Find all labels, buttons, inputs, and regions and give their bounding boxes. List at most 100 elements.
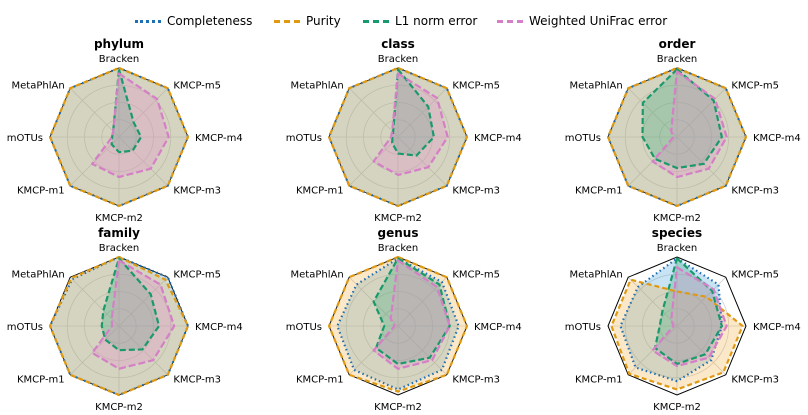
axis-label-kmcp-m3: KMCP-m3 — [731, 185, 779, 196]
radar-series-l1-norm-error — [391, 68, 435, 157]
radar-area-l1-norm-error — [373, 258, 450, 364]
axis-label-kmcp-m2: KMCP-m2 — [653, 213, 701, 224]
axis-label-kmcp-m5: KMCP-m5 — [173, 270, 221, 281]
chart-title: species — [652, 226, 702, 240]
axis-label-motus: mOTUs — [286, 133, 322, 144]
radar-series-weighted-unifrac-error — [651, 70, 728, 179]
radar-chart-family: Bracken KMCP-m5 KMCP-m4 KMCP-m3 KMCP-m2 KMCP-… — [7, 226, 243, 413]
radar-area-weighted-unifrac-error — [652, 267, 727, 367]
radar-area-weighted-unifrac-error — [92, 260, 175, 369]
radar-series-l1-norm-error — [100, 257, 161, 352]
legend-swatch-purity — [274, 19, 300, 23]
radar-spoke — [69, 276, 120, 327]
radar-chart-phylum: Bracken KMCP-m5 KMCP-m4 KMCP-m3 KMCP-m2 KMCP-… — [7, 37, 243, 224]
radar-series-weighted-unifrac-error — [372, 72, 449, 177]
axis-label-kmcp-m2: KMCP-m2 — [374, 402, 422, 413]
radar-series-purity — [606, 66, 748, 208]
legend-label: Purity — [306, 14, 341, 28]
axis-label-metaphlan: MetaPhlAn — [291, 270, 344, 281]
legend-item-l1-norm-error: L1 norm error — [363, 12, 477, 30]
axis-label-kmcp-m3: KMCP-m3 — [731, 374, 779, 385]
radar-series-l1-norm-error — [641, 68, 723, 170]
radar-area-purity — [50, 68, 188, 206]
axis-label-kmcp-m4: KMCP-m4 — [474, 133, 522, 144]
axis-label-motus: mOTUs — [565, 133, 601, 144]
radar-spoke — [397, 136, 448, 187]
radar-series-purity — [327, 66, 469, 208]
axis-label-kmcp-m5: KMCP-m5 — [731, 270, 779, 281]
radar-area-l1-norm-error — [642, 69, 722, 169]
radar-area-weighted-unifrac-error — [652, 71, 727, 178]
axis-label-metaphlan: MetaPhlAn — [570, 270, 623, 281]
radar-spoke — [118, 87, 169, 138]
radar-area-purity — [329, 68, 467, 206]
legend-item-weighted-unifrac-error: Weighted UniFrac error — [497, 12, 667, 30]
radar-series-l1-norm-error — [110, 68, 143, 154]
axis-label-kmcp-m5: KMCP-m5 — [731, 81, 779, 92]
radar-frame — [607, 256, 747, 396]
radar-spoke — [627, 325, 678, 376]
axis-label-kmcp-m2: KMCP-m2 — [95, 402, 143, 413]
radar-spoke — [676, 87, 727, 138]
radar-spoke — [676, 325, 727, 376]
legend-label: Weighted UniFrac error — [529, 14, 668, 28]
radar-area-weighted-unifrac-error — [373, 73, 448, 175]
radar-spoke — [397, 87, 448, 138]
radar-chart-genus: Bracken KMCP-m5 KMCP-m4 KMCP-m3 KMCP-m2 KMCP-… — [286, 226, 522, 413]
radar-spoke — [627, 276, 678, 327]
radar-area-l1-norm-error — [392, 69, 434, 156]
axis-label-metaphlan: MetaPhlAn — [570, 81, 623, 92]
radar-spoke — [348, 87, 399, 138]
axis-label-kmcp-m5: KMCP-m5 — [173, 81, 221, 92]
radar-series-weighted-unifrac-error — [91, 72, 170, 179]
axis-label-kmcp-m4: KMCP-m4 — [195, 133, 243, 144]
axis-label-kmcp-m1: KMCP-m1 — [575, 374, 623, 385]
radar-series-completeness — [619, 257, 723, 383]
axis-label-metaphlan: MetaPhlAn — [291, 81, 344, 92]
radar-spoke — [69, 136, 120, 187]
chart-title: family — [98, 226, 140, 240]
chart-title: order — [659, 37, 696, 51]
radar-frame — [328, 256, 468, 396]
radar-area-weighted-unifrac-error — [373, 260, 450, 369]
axis-label-metaphlan: MetaPhlAn — [12, 81, 65, 92]
legend-swatch-weighted-unifrac-error — [497, 19, 523, 23]
axis-label-kmcp-m3: KMCP-m3 — [173, 185, 221, 196]
axis-label-kmcp-m2: KMCP-m2 — [374, 213, 422, 224]
radar-spoke — [397, 325, 448, 376]
radar-area-completeness — [329, 68, 467, 206]
axis-label-motus: mOTUs — [286, 322, 322, 333]
radar-chart-species: Bracken KMCP-m5 KMCP-m4 KMCP-m3 KMCP-m2 KMCP-… — [565, 226, 801, 413]
axis-label-kmcp-m1: KMCP-m1 — [17, 185, 65, 196]
radar-area-weighted-unifrac-error — [92, 73, 169, 178]
radar-area-purity — [611, 279, 743, 390]
radar-spoke — [627, 87, 678, 138]
axis-label-kmcp-m5: KMCP-m5 — [452, 81, 500, 92]
radar-area-l1-norm-error — [111, 69, 142, 153]
axis-label-bracken: Bracken — [99, 243, 140, 254]
radar-series-weighted-unifrac-error — [651, 266, 728, 368]
radar-area-completeness — [50, 68, 188, 206]
axis-label-kmcp-m1: KMCP-m1 — [296, 185, 344, 196]
axis-label-motus: mOTUs — [7, 133, 43, 144]
radar-spoke — [118, 136, 169, 187]
axis-label-kmcp-m1: KMCP-m1 — [575, 185, 623, 196]
axis-label-bracken: Bracken — [99, 54, 140, 65]
axis-label-kmcp-m4: KMCP-m4 — [195, 322, 243, 333]
axis-label-kmcp-m2: KMCP-m2 — [653, 402, 701, 413]
radar-chart-order: Bracken KMCP-m5 KMCP-m4 KMCP-m3 KMCP-m2 KMCP-… — [565, 37, 801, 224]
axis-label-motus: mOTUs — [7, 322, 43, 333]
radar-series-weighted-unifrac-error — [372, 259, 451, 370]
radar-series-l1-norm-error — [372, 257, 451, 366]
axis-label-kmcp-m2: KMCP-m2 — [95, 213, 143, 224]
radar-series-purity — [48, 66, 190, 208]
axis-label-kmcp-m4: KMCP-m4 — [474, 322, 522, 333]
radar-series-purity — [48, 255, 190, 397]
axis-label-motus: mOTUs — [565, 322, 601, 333]
chart-title: class — [381, 37, 415, 51]
axis-label-kmcp-m4: KMCP-m4 — [753, 133, 801, 144]
radar-area-completeness — [337, 258, 459, 390]
axis-label-bracken: Bracken — [378, 243, 419, 254]
chart-title: genus — [378, 226, 419, 240]
